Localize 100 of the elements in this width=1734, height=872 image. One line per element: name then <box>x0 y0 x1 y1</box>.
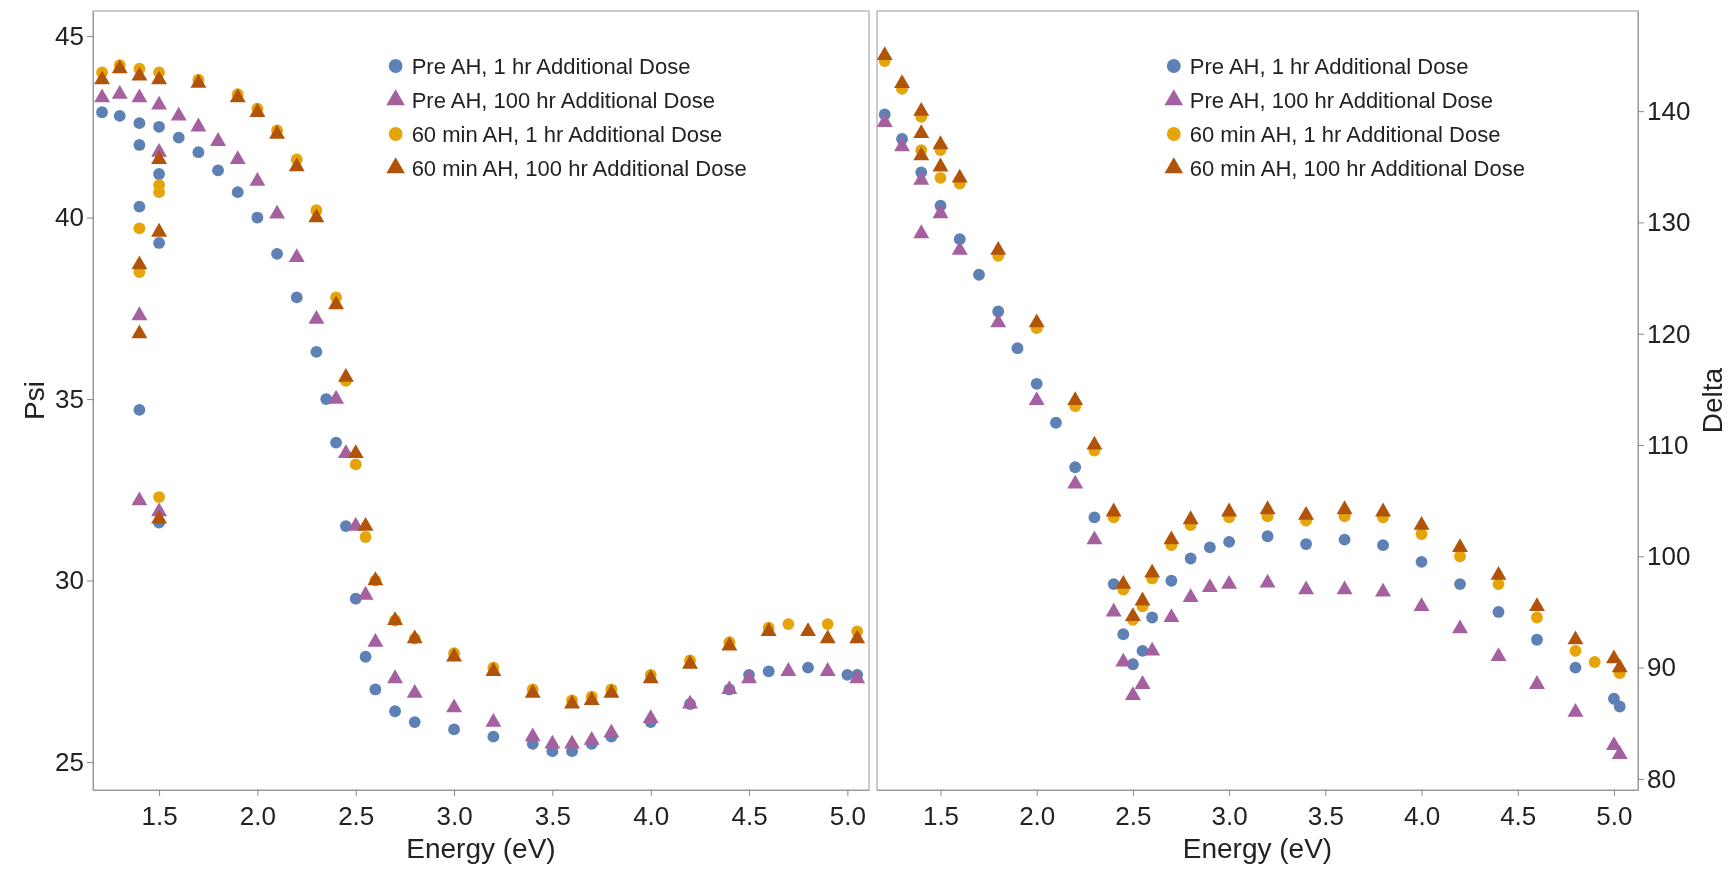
point <box>1569 661 1582 674</box>
point <box>288 248 305 263</box>
point <box>1221 574 1238 589</box>
x-tick-label: 2.5 <box>338 801 375 831</box>
point <box>913 224 930 239</box>
legend-label: 60 min AH, 100 hr Additional Dose <box>1189 155 1525 181</box>
y2-tick-label: 100 <box>1647 541 1691 572</box>
legend-label: Pre AH, 100 hr Additional Dose <box>411 87 715 113</box>
point <box>1415 555 1428 568</box>
point <box>1067 474 1084 489</box>
y-tick-label: 40 <box>55 202 84 233</box>
point <box>780 662 797 676</box>
point <box>932 204 949 219</box>
point <box>271 247 283 260</box>
y2-tick-label: 140 <box>1647 95 1691 126</box>
x-tick-label: 4.5 <box>731 801 768 831</box>
point <box>800 622 817 636</box>
y-tick-label: 45 <box>55 20 84 51</box>
point <box>894 137 910 152</box>
point <box>583 731 600 745</box>
y2-tick-label: 110 <box>1647 429 1689 460</box>
point <box>913 146 930 161</box>
point <box>934 172 947 184</box>
point <box>1134 591 1151 606</box>
point <box>1567 630 1584 645</box>
point <box>251 211 264 224</box>
point <box>1146 611 1159 624</box>
point <box>1611 745 1628 759</box>
point <box>153 491 165 503</box>
point <box>359 650 372 663</box>
point <box>1088 511 1101 524</box>
point <box>782 618 795 631</box>
point <box>1567 702 1584 717</box>
point <box>1223 535 1236 548</box>
point <box>406 683 423 698</box>
point <box>369 683 382 696</box>
x-tick-label: 3.5 <box>1307 801 1344 831</box>
point <box>1454 578 1466 591</box>
point <box>1259 573 1276 588</box>
point <box>151 70 168 85</box>
point <box>448 723 460 736</box>
point <box>153 120 165 133</box>
point <box>544 734 561 749</box>
point <box>229 150 246 165</box>
point <box>310 345 323 358</box>
point <box>151 222 168 237</box>
point <box>330 436 342 449</box>
point <box>1028 391 1045 406</box>
point <box>151 509 168 524</box>
x-tick-label: 3.5 <box>534 801 571 831</box>
point <box>231 186 244 199</box>
point <box>133 222 146 235</box>
point <box>389 705 401 718</box>
point <box>1163 608 1180 623</box>
point <box>131 88 148 103</box>
point <box>131 306 148 321</box>
point <box>113 110 126 122</box>
point <box>564 734 581 749</box>
point <box>1115 652 1132 667</box>
point <box>349 458 362 471</box>
point <box>762 665 775 678</box>
point <box>992 305 1005 318</box>
point <box>1105 602 1122 617</box>
point <box>802 661 814 674</box>
point <box>288 157 305 172</box>
point <box>990 241 1007 255</box>
y2-tick-label: 80 <box>1647 763 1676 794</box>
point <box>1531 611 1543 624</box>
point <box>1375 582 1392 597</box>
point <box>357 585 374 600</box>
point <box>1529 597 1545 611</box>
point <box>1413 515 1430 530</box>
legend-label: 60 min AH, 100 hr Additional Dose <box>411 155 747 181</box>
point <box>1069 461 1082 474</box>
point <box>487 730 500 743</box>
point <box>290 291 303 304</box>
x-tick-label: 4.0 <box>633 801 670 831</box>
point <box>357 516 374 531</box>
point <box>269 204 286 219</box>
point <box>1259 500 1276 515</box>
point <box>913 101 930 116</box>
point <box>359 531 372 543</box>
point <box>1124 686 1141 701</box>
point <box>131 324 148 339</box>
point <box>1375 502 1392 517</box>
point <box>446 698 463 713</box>
point <box>328 389 345 404</box>
point <box>819 662 836 676</box>
legend-label: Pre AH, 1 hr Additional Dose <box>411 53 691 79</box>
point <box>133 139 146 151</box>
point <box>682 694 699 709</box>
point <box>1221 502 1238 517</box>
point <box>1105 502 1122 517</box>
point <box>328 295 345 310</box>
point <box>133 200 146 213</box>
point <box>1588 656 1601 668</box>
point <box>524 727 541 742</box>
point <box>1115 574 1132 589</box>
point <box>1298 505 1315 520</box>
y2-tick-label: 130 <box>1647 207 1691 238</box>
